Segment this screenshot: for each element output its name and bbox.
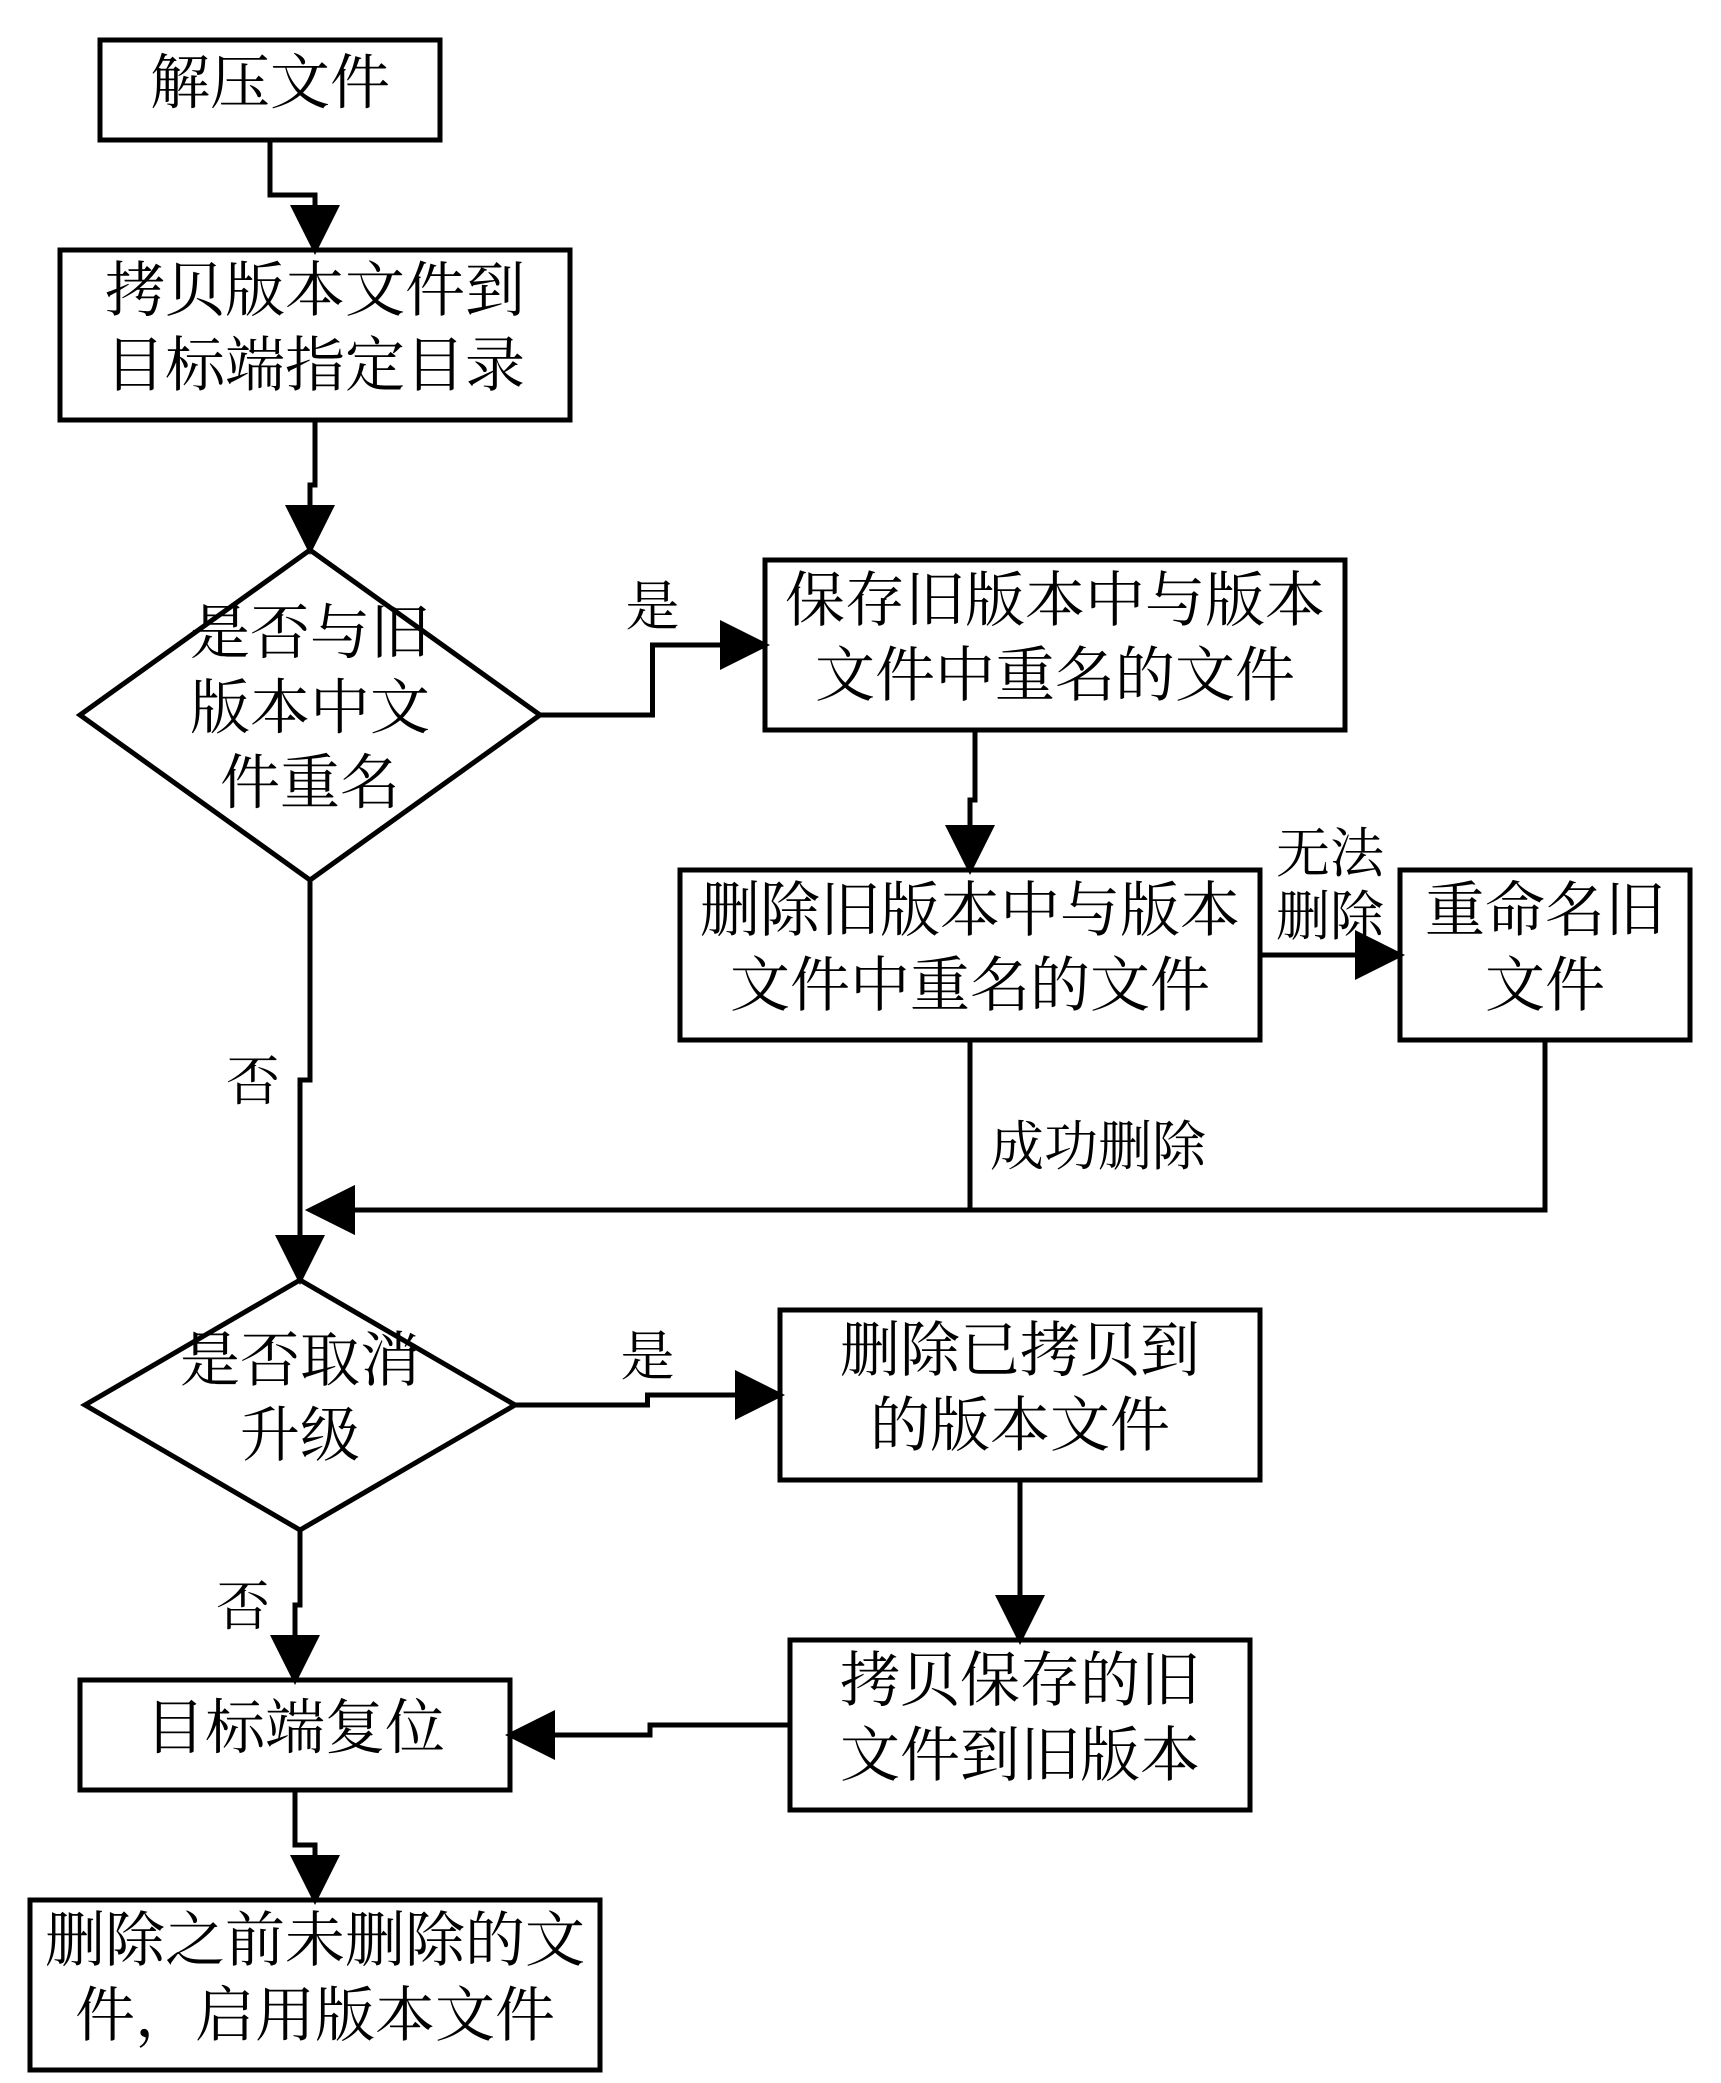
node-label: 解压文件 <box>150 36 390 122</box>
node-label: 版本中文 <box>190 661 430 747</box>
node-label: 拷贝保存的旧 <box>840 1633 1200 1719</box>
flow-edge <box>295 1530 300 1680</box>
node-label: 是否取消 <box>180 1313 420 1399</box>
edge-label: 否 <box>226 1039 280 1116</box>
flow-edge <box>310 1040 970 1210</box>
node-label: 保存旧版本中与版本 <box>785 553 1325 639</box>
node-label: 文件 <box>1485 938 1605 1024</box>
flow-edge <box>970 730 975 870</box>
node-label: 是否与旧 <box>190 586 430 672</box>
node-label: 删除旧版本中与版本 <box>700 863 1240 949</box>
flow-edge <box>300 880 310 1280</box>
node-label: 目标端复位 <box>145 1681 445 1767</box>
node-label: 升级 <box>240 1388 360 1474</box>
flow-edge <box>310 1040 1545 1210</box>
node-label: 文件到旧版本 <box>840 1708 1200 1794</box>
node-label: 的版本文件 <box>870 1378 1170 1464</box>
flow-edge <box>510 1725 790 1735</box>
flow-edge <box>540 645 765 715</box>
node-label: 文件中重名的文件 <box>815 628 1295 714</box>
flow-edge <box>515 1395 780 1405</box>
node-label: 删除已拷贝到 <box>840 1303 1200 1389</box>
edge-label: 是 <box>621 1314 675 1391</box>
edge-label: 是 <box>626 564 680 641</box>
edge-label: 成功删除 <box>990 1104 1207 1181</box>
node-label: 文件中重名的文件 <box>730 938 1210 1024</box>
node-label: 件，启用版本文件 <box>75 1968 555 2054</box>
edge-label: 删除 <box>1276 874 1385 951</box>
node-label: 重命名旧 <box>1425 863 1665 949</box>
edge-label: 否 <box>216 1564 270 1641</box>
node-label: 件重名 <box>220 736 400 822</box>
flow-edge <box>295 1790 315 1900</box>
node-label: 拷贝版本文件到 <box>105 243 525 329</box>
flow-edge <box>310 420 315 550</box>
node-label: 目标端指定目录 <box>105 318 525 404</box>
node-label: 删除之前未删除的文 <box>45 1893 585 1979</box>
flow-edge <box>270 140 315 250</box>
